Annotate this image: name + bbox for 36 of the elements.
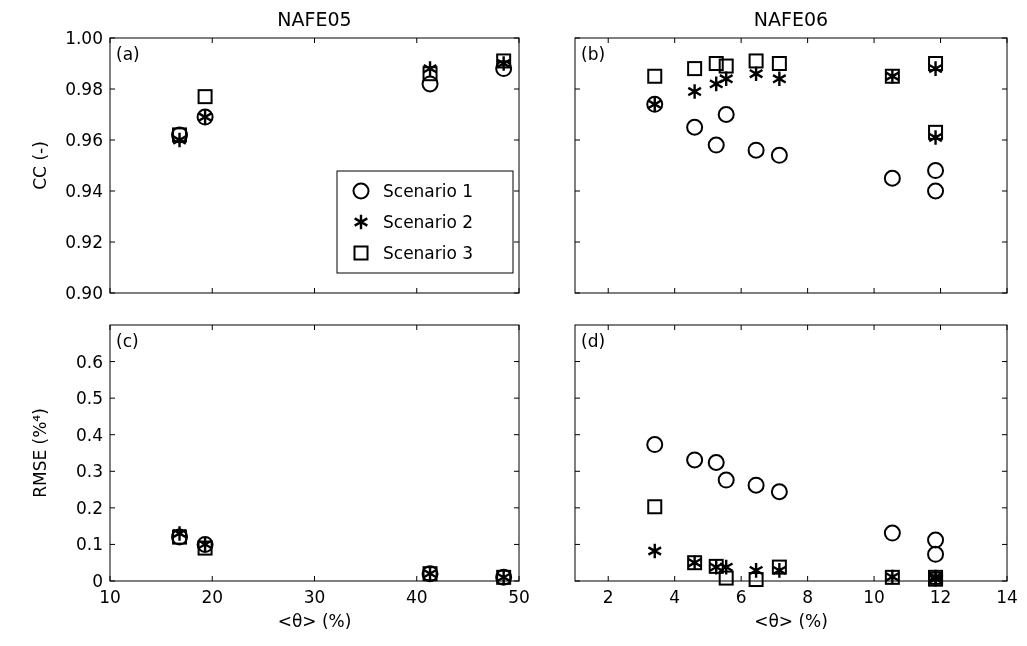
x-tick-label: 50 — [508, 587, 530, 607]
y-tick-label: 0.1 — [75, 534, 103, 555]
x-axis-title: <θ> (%) — [277, 611, 352, 631]
legend-label: Scenario 2 — [383, 211, 474, 232]
y-tick-label: 0.92 — [65, 231, 103, 252]
x-tick-label: 4 — [669, 587, 681, 607]
y-tick-label: 0.5 — [75, 388, 103, 409]
legend-label: Scenario 3 — [383, 242, 474, 263]
annotation: (a) — [116, 44, 140, 64]
x-axis-title: <θ> (%) — [754, 611, 828, 631]
legend-label: Scenario 1 — [383, 180, 474, 201]
chart-title: NAFE06 — [753, 8, 829, 30]
annotation: (b) — [581, 44, 606, 64]
y-tick-label: 0.4 — [75, 424, 103, 445]
x-tick-label: 8 — [802, 587, 814, 607]
x-tick-label: 30 — [303, 587, 326, 607]
chart-title: NAFE05 — [277, 8, 352, 30]
y-tick-label: 0.98 — [65, 78, 103, 99]
x-tick-label: 40 — [405, 587, 428, 607]
x-tick-label: 10 — [863, 587, 885, 607]
x-tick-label: 14 — [996, 587, 1018, 607]
annotation: (d) — [581, 331, 606, 351]
y-tick-label: 0.90 — [65, 282, 103, 303]
y-tick-label: 0.96 — [65, 129, 103, 150]
y-axis-title: CC (-) — [30, 141, 50, 190]
y-tick-label: 0.2 — [75, 497, 103, 518]
y-tick-label: 0.94 — [65, 180, 103, 201]
x-tick-label: 2 — [602, 587, 614, 607]
annotation: (c) — [116, 331, 139, 351]
x-tick-label: 20 — [201, 587, 224, 607]
y-tick-label: 1.00 — [65, 27, 103, 48]
y-tick-label: 0.3 — [75, 461, 103, 482]
x-tick-label: 6 — [735, 587, 747, 607]
y-axis-title: RMSE (%⁴) — [30, 408, 50, 498]
x-tick-label: 12 — [929, 587, 952, 607]
y-tick-label: 0.6 — [75, 351, 103, 372]
